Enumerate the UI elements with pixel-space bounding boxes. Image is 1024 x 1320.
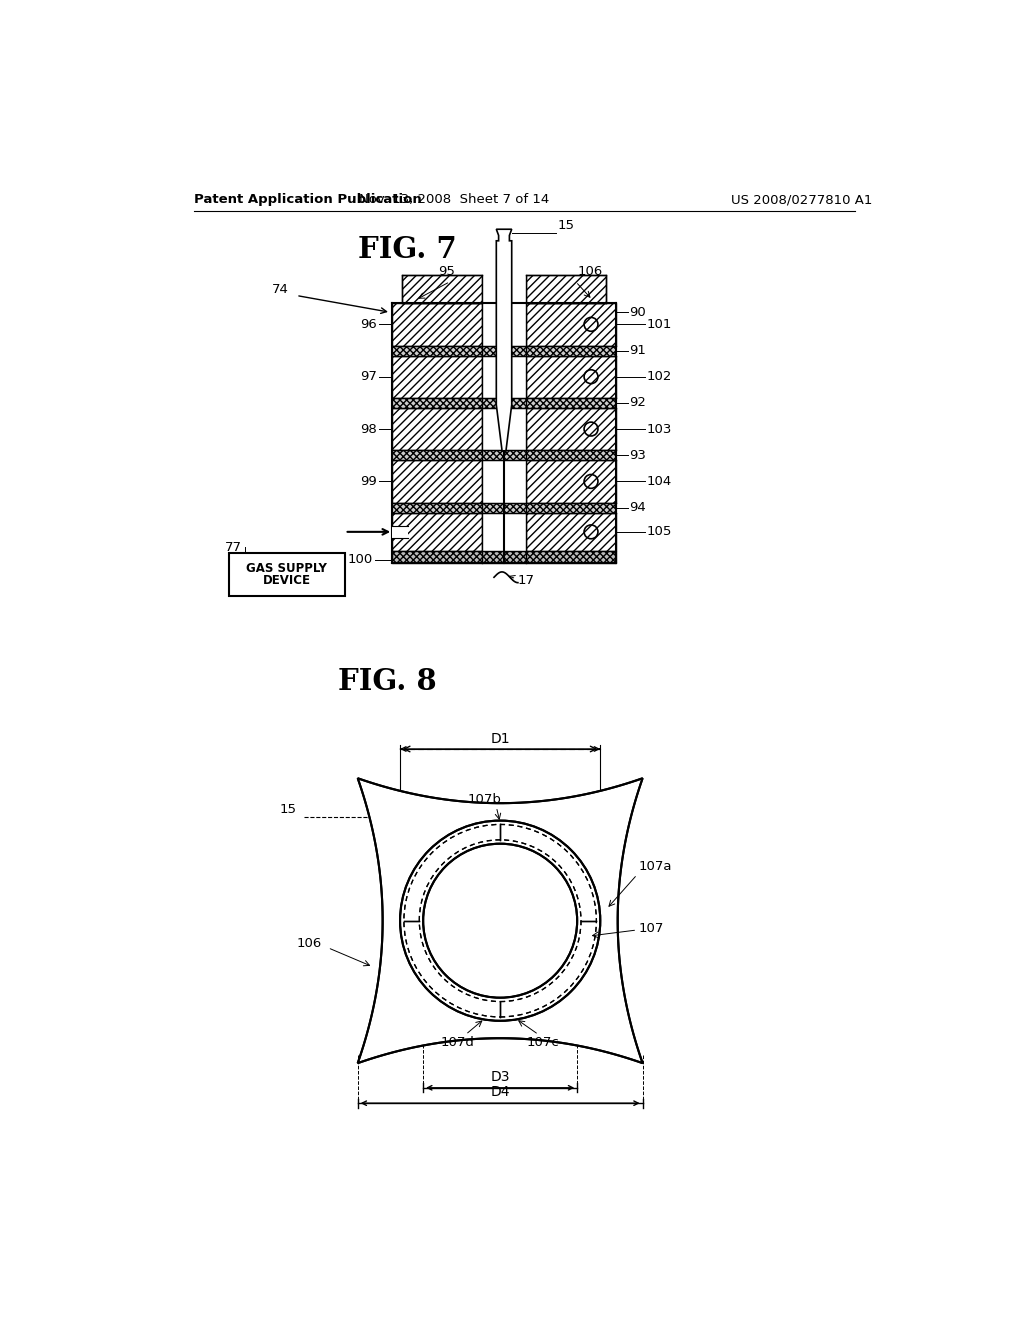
Text: D4: D4 (490, 1085, 510, 1100)
Text: 99: 99 (360, 475, 377, 488)
Bar (392, 408, 482, 450)
Bar (525, 304, 615, 346)
Text: 100: 100 (348, 553, 373, 566)
Text: 107: 107 (639, 921, 665, 935)
Text: 15: 15 (558, 219, 574, 232)
Bar (482, 304, 525, 346)
Text: 101: 101 (646, 318, 672, 331)
Bar (482, 276, 525, 304)
Text: 97: 97 (360, 370, 377, 383)
Text: 103: 103 (646, 422, 672, 436)
Text: FIG. 8: FIG. 8 (339, 668, 437, 697)
Text: 96: 96 (360, 318, 377, 331)
Text: US 2008/0277810 A1: US 2008/0277810 A1 (731, 194, 872, 206)
Text: 77: 77 (225, 541, 243, 554)
Text: 90: 90 (630, 306, 646, 319)
Bar (482, 355, 525, 397)
Bar (525, 276, 606, 304)
Polygon shape (497, 230, 512, 451)
Text: 102: 102 (646, 370, 672, 383)
Text: 106: 106 (578, 265, 602, 279)
Bar (525, 461, 615, 503)
Bar (392, 503, 615, 512)
Bar (482, 461, 525, 503)
Text: 105: 105 (646, 525, 672, 539)
Text: 74: 74 (271, 282, 289, 296)
Bar (392, 355, 482, 397)
Text: FIG. 7: FIG. 7 (357, 235, 457, 264)
Text: 17: 17 (518, 574, 535, 587)
Text: 94: 94 (630, 502, 646, 513)
Bar (392, 461, 482, 503)
Text: Patent Application Publication: Patent Application Publication (195, 194, 422, 206)
Text: 95: 95 (438, 265, 455, 279)
Text: Nov. 13, 2008  Sheet 7 of 14: Nov. 13, 2008 Sheet 7 of 14 (358, 194, 549, 206)
Text: 98: 98 (360, 422, 377, 436)
Text: DEVICE: DEVICE (263, 574, 311, 587)
Bar (482, 408, 525, 450)
Bar (525, 408, 615, 450)
Text: 93: 93 (630, 449, 646, 462)
Bar (401, 276, 482, 304)
Bar (525, 355, 615, 397)
Polygon shape (357, 779, 643, 1063)
Bar (392, 450, 615, 461)
Text: 107d: 107d (441, 1036, 475, 1049)
Bar (392, 304, 482, 346)
Text: GAS SUPPLY: GAS SUPPLY (247, 561, 328, 574)
Text: 15: 15 (280, 803, 296, 816)
Bar (392, 552, 615, 564)
Text: D3: D3 (490, 1071, 510, 1084)
Circle shape (423, 843, 578, 998)
Text: 106: 106 (296, 937, 322, 950)
Text: 92: 92 (630, 396, 646, 409)
Text: 107c: 107c (526, 1036, 559, 1049)
Text: 107a: 107a (639, 861, 673, 874)
Text: D1: D1 (490, 733, 510, 746)
Bar (482, 512, 525, 552)
Text: 104: 104 (646, 475, 672, 488)
Circle shape (400, 821, 600, 1020)
Bar (392, 346, 615, 355)
Bar (392, 512, 482, 552)
Bar (392, 525, 408, 539)
Bar (229, 553, 345, 595)
Bar (525, 512, 615, 552)
Text: 107b: 107b (468, 792, 502, 805)
Text: 91: 91 (630, 345, 646, 356)
Bar (392, 397, 615, 408)
